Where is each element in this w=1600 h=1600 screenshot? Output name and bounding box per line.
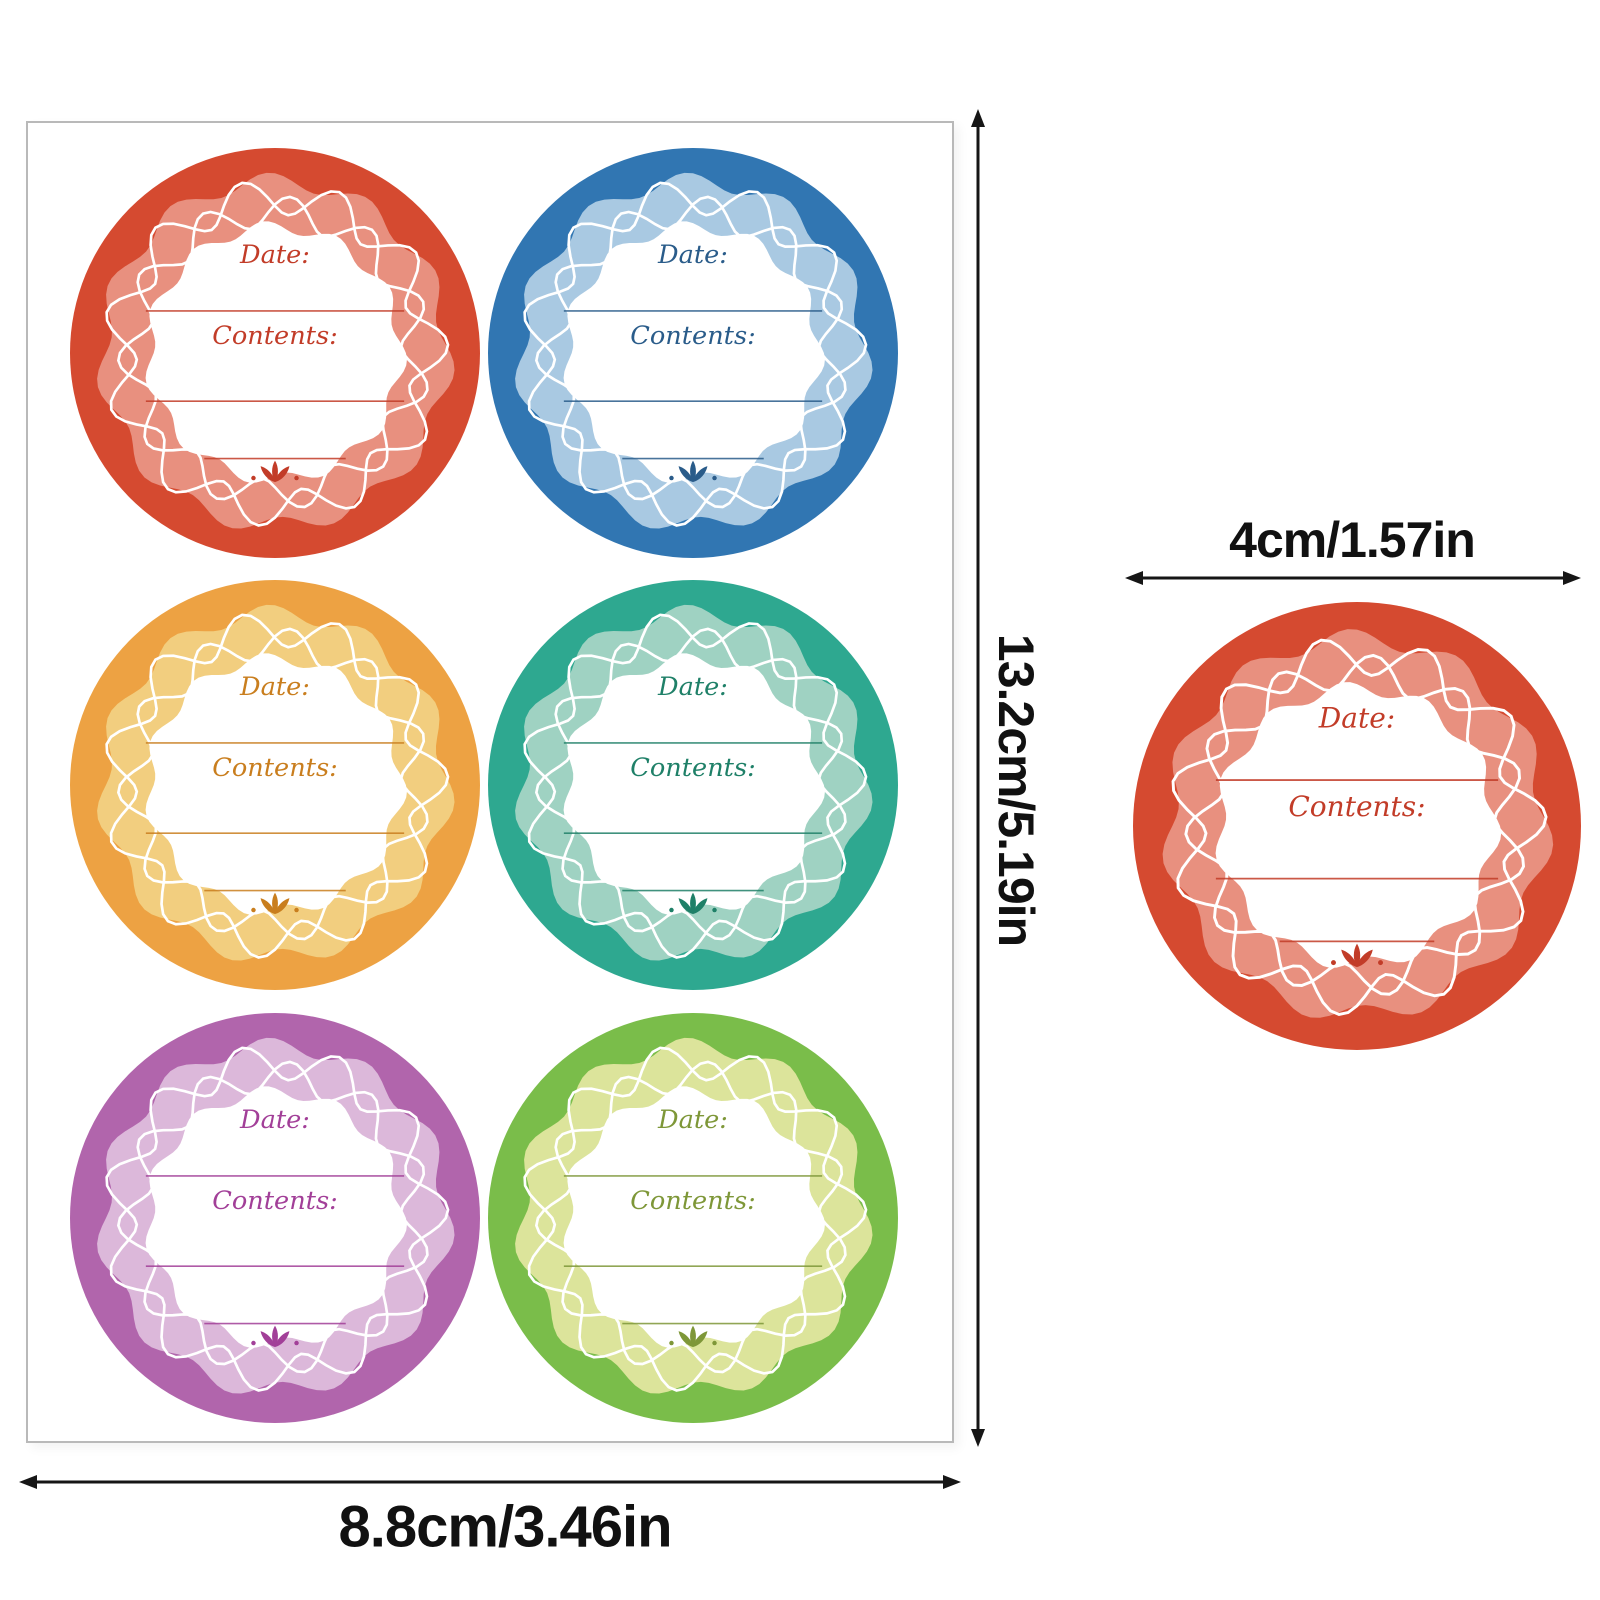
date-label: Date: [1318, 701, 1395, 734]
contents-label: Contents: [630, 321, 756, 351]
label-center [145, 653, 407, 915]
guilloche-line-outer [105, 181, 450, 527]
guilloche-line-outer [105, 1046, 450, 1392]
single-label-dimension-arrow [1125, 571, 1581, 585]
guilloche-line-inner [1184, 653, 1526, 996]
date-label: Date: [657, 672, 728, 702]
sheet-height-dimension-text: 13.2cm/5.19in [988, 633, 1044, 947]
label-center [563, 653, 825, 915]
guilloche-line-outer [523, 613, 868, 959]
guilloche-line-inner [534, 627, 847, 941]
guilloche-line-outer [1171, 638, 1548, 1016]
canning-label-teal: Date: Contents: [488, 580, 898, 990]
guilloche-line-inner [116, 195, 429, 509]
guilloche-line-inner [116, 627, 429, 941]
contents-label: Contents: [212, 753, 338, 783]
date-label: Date: [239, 240, 310, 270]
label-center [563, 1086, 825, 1348]
flourish-icon [251, 460, 299, 483]
flourish-icon [1331, 943, 1383, 968]
flourish-icon [669, 892, 717, 915]
date-label: Date: [657, 1105, 728, 1135]
date-label: Date: [657, 240, 728, 270]
sheet-width-dimension-arrow [19, 1475, 961, 1489]
label-center [1215, 682, 1502, 968]
contents-label: Contents: [630, 753, 756, 783]
canning-label-red: Date: Contents: [70, 148, 480, 558]
flourish-icon [251, 1325, 299, 1348]
contents-label: Contents: [630, 1186, 756, 1216]
flourish-icon [669, 1325, 717, 1348]
label-center [563, 221, 825, 483]
contents-label: Contents: [212, 1186, 338, 1216]
contents-label: Contents: [1288, 790, 1425, 823]
guilloche-line-outer [523, 1046, 868, 1392]
canning-label-purple: Date: Contents: [70, 1013, 480, 1423]
flourish-icon [251, 892, 299, 915]
label-sheet: Date: Contents: Date: Contents: Date: Conte… [26, 121, 954, 1443]
guilloche-line-inner [534, 1060, 847, 1374]
guilloche-line-inner [116, 1060, 429, 1374]
guilloche-line-inner [534, 195, 847, 509]
guilloche-line-outer [523, 181, 868, 527]
canning-label-blue: Date: Contents: [488, 148, 898, 558]
date-label: Date: [239, 672, 310, 702]
single-canning-label-red: Date: Contents: [1133, 602, 1581, 1050]
canning-label-orange: Date: Contents: [70, 580, 480, 990]
date-label: Date: [239, 1105, 310, 1135]
label-center [145, 1086, 407, 1348]
guilloche-line-outer [105, 613, 450, 959]
canning-label-green: Date: Contents: [488, 1013, 898, 1423]
sheet-width-dimension-text: 8.8cm/3.46in [338, 1494, 673, 1560]
label-center [145, 221, 407, 483]
sheet-height-dimension-arrow [971, 109, 985, 1447]
single-label-dimension-text: 4cm/1.57in [1229, 512, 1476, 568]
contents-label: Contents: [212, 321, 338, 351]
flourish-icon [669, 460, 717, 483]
